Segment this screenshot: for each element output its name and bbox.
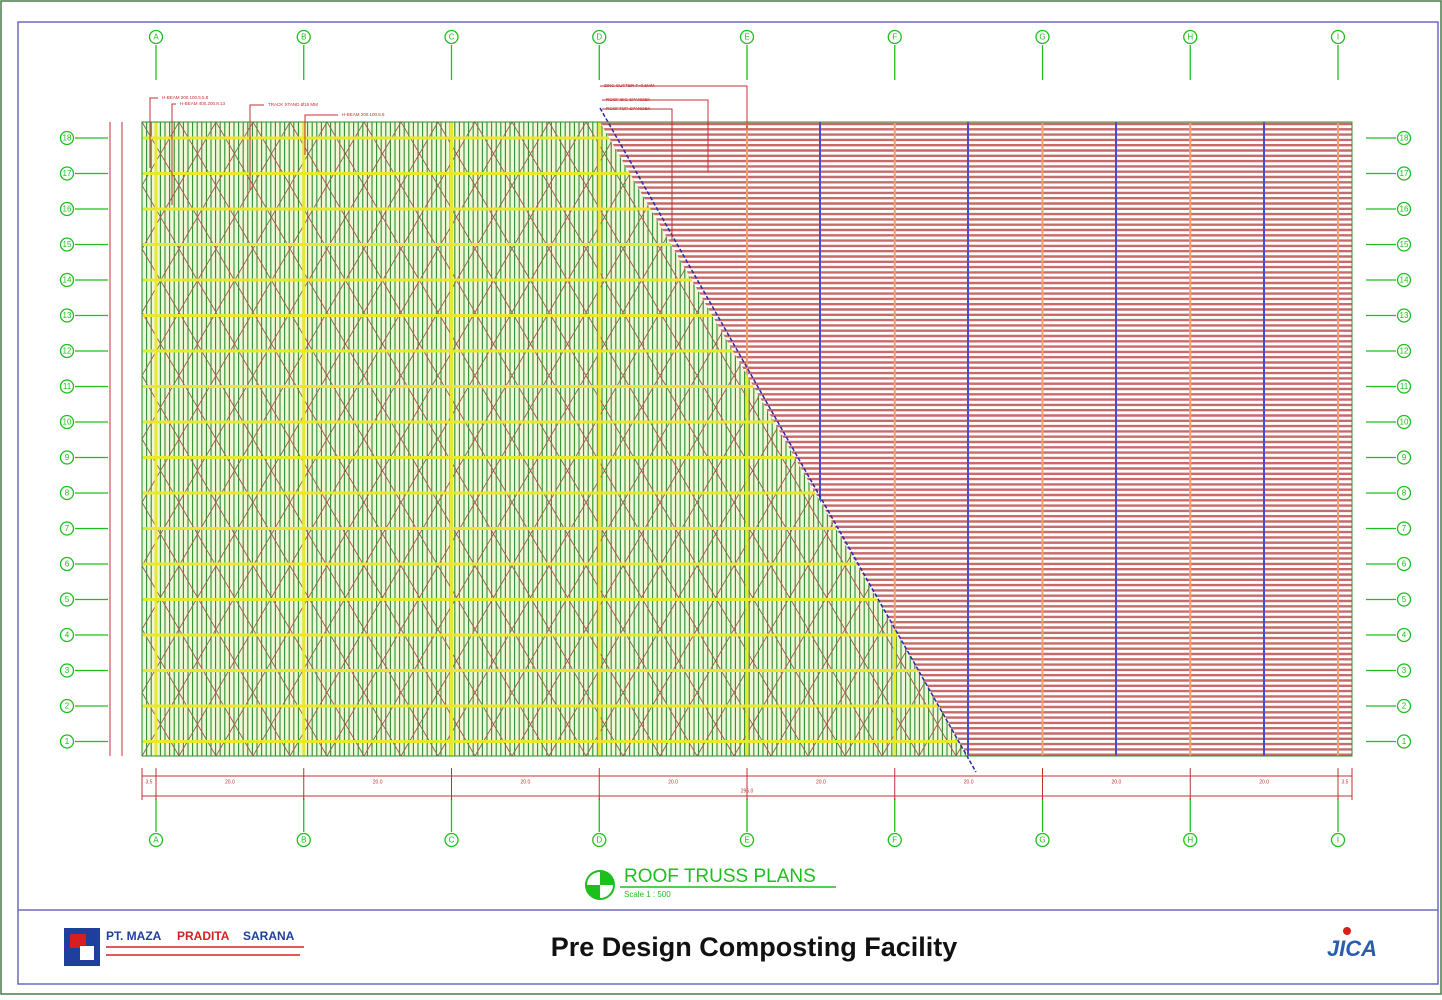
grid-label: A	[153, 836, 159, 845]
grid-label: 13	[1400, 311, 1409, 320]
grid-label: 6	[65, 560, 70, 569]
dimension-total: 295.0	[741, 788, 754, 794]
plan-scale: Scale 1 : 500	[624, 890, 671, 899]
grid-label: F	[892, 33, 897, 42]
company-logo	[64, 928, 100, 966]
annotation: TRACK STAND Ø16 MM	[268, 102, 318, 107]
page: AABBCCDDEEFFGGHHII1818171716161515141413…	[0, 0, 1442, 1000]
grid-label: 17	[63, 169, 72, 178]
grid-label: D	[596, 836, 602, 845]
grid-label: 1	[1402, 737, 1407, 746]
drawing-sheet: AABBCCDDEEFFGGHHII1818171716161515141413…	[0, 0, 1442, 995]
grid-label: 12	[1400, 347, 1409, 356]
company-name: SARANA	[243, 929, 295, 943]
plan-title: ROOF TRUSS PLANS	[624, 866, 816, 887]
grid-label: B	[301, 33, 306, 42]
grid-label: 14	[1400, 276, 1409, 285]
grid-label: F	[892, 836, 897, 845]
grid-label: 9	[1402, 453, 1407, 462]
grid-label: 9	[65, 453, 70, 462]
grid-label: 11	[63, 382, 72, 391]
grid-label: 14	[63, 276, 72, 285]
grid-label: G	[1039, 836, 1045, 845]
grid-label: E	[744, 836, 749, 845]
grid-label: 16	[1400, 205, 1409, 214]
client-logo-dot	[1343, 927, 1351, 935]
grid-label: 6	[1402, 560, 1407, 569]
grid-label: 18	[63, 134, 72, 143]
grid-label: 2	[1402, 702, 1407, 711]
dimension-label: 3.5	[1342, 779, 1349, 785]
grid-label: B	[301, 836, 306, 845]
grid-label: 8	[65, 489, 70, 498]
dimension-label: 20.0	[964, 779, 974, 785]
grid-label: 17	[1400, 169, 1409, 178]
client-logo: JICA	[1327, 936, 1377, 961]
grid-label: 3	[65, 666, 70, 675]
grid-label: I	[1337, 836, 1339, 845]
dimension-label: 20.0	[1112, 779, 1122, 785]
grid-label: 12	[63, 347, 72, 356]
grid-label: 18	[1400, 134, 1409, 143]
dimension-label: 3.5	[146, 779, 153, 785]
grid-label: C	[449, 836, 455, 845]
annotation: H-BEAM 200.100.5.5	[342, 112, 385, 117]
dimension-label: 20.0	[1259, 779, 1269, 785]
grid-label: 10	[63, 418, 72, 427]
company-name: PT. MAZA	[106, 929, 162, 943]
grid-label: E	[744, 33, 749, 42]
grid-label: 4	[65, 631, 70, 640]
grid-label: 10	[1400, 418, 1409, 427]
company-name: PRADITA	[177, 929, 230, 943]
grid-label: 15	[63, 240, 72, 249]
grid-label: D	[596, 33, 602, 42]
annotation: H-BEAM 200.100.5.5.8	[162, 95, 209, 100]
dimension-label: 20.0	[521, 779, 531, 785]
grid-label: 16	[63, 205, 72, 214]
annotation: H-BEAM 400.200.8.13	[180, 101, 226, 106]
dimension-label: 20.0	[816, 779, 826, 785]
grid-label: A	[153, 33, 159, 42]
grid-label: 5	[1402, 595, 1407, 604]
grid-label: C	[449, 33, 455, 42]
project-title: Pre Design Composting Facility	[551, 932, 958, 962]
grid-label: 15	[1400, 240, 1409, 249]
grid-label: 13	[63, 311, 72, 320]
dimension-label: 20.0	[373, 779, 383, 785]
grid-label: 7	[1402, 524, 1407, 533]
company-address-lines	[106, 947, 304, 955]
grid-label: 5	[65, 595, 70, 604]
grid-label: 11	[1400, 382, 1409, 391]
grid-label: 7	[65, 524, 70, 533]
grid-label: 1	[65, 737, 70, 746]
grid-label: H	[1187, 33, 1193, 42]
grid-label: 2	[65, 702, 70, 711]
dimension-label: 20.0	[668, 779, 678, 785]
grid-label: 8	[1402, 489, 1407, 498]
grid-label: I	[1337, 33, 1339, 42]
grid-label: G	[1039, 33, 1045, 42]
grid-label: 3	[1402, 666, 1407, 675]
dimension-label: 20.0	[225, 779, 235, 785]
grid-label: H	[1187, 836, 1193, 845]
grid-label: 4	[1402, 631, 1407, 640]
